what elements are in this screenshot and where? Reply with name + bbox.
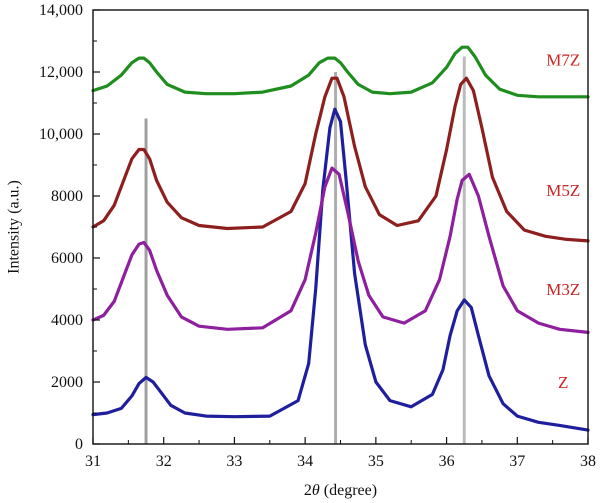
y-tick-label: 6000 [51,250,83,267]
series-label-m5z: M5Z [546,181,580,200]
x-axis-label: 2θ (degree) [304,482,377,499]
y-tick-label: 14,000 [39,2,83,19]
series-line-m7z [91,45,590,99]
x-tick-label: 33 [226,453,242,470]
series-label-z: Z [558,373,568,392]
series-label-m3z: M3Z [546,280,580,299]
y-tick-label: 0 [75,436,83,453]
x-tick-label: 32 [156,453,172,470]
y-tick-label: 2000 [51,374,83,391]
y-axis-ticks: 0 2000 4000 6000 8000 10,000 12,000 14,000 [39,2,100,453]
reference-lines [144,56,466,444]
x-tick-label: 38 [580,453,596,470]
series-line-m5z [91,76,590,243]
axes [92,9,589,445]
y-tick-label: 10,000 [39,126,83,143]
series-label-m7z: M7Z [546,51,580,70]
y-tick-label: 12,000 [39,64,83,81]
plot-frame [92,9,589,445]
series-line-m3z [91,166,590,334]
y-axis-label: Intensity (a.u.) [6,180,23,274]
y-tick-label: 4000 [51,312,83,329]
x-axis-ticks: 31 32 33 34 35 36 37 38 [85,437,596,470]
series-lines [91,45,590,432]
y-tick-label: 8000 [51,188,83,205]
series-labels: Z M3Z M5Z M7Z [546,51,580,392]
x-tick-label: 31 [85,453,101,470]
x-tick-label: 34 [297,453,313,470]
series-line-z [91,107,590,432]
x-tick-label: 35 [368,453,384,470]
x-tick-label: 36 [439,453,455,470]
x-tick-label: 37 [509,453,525,470]
